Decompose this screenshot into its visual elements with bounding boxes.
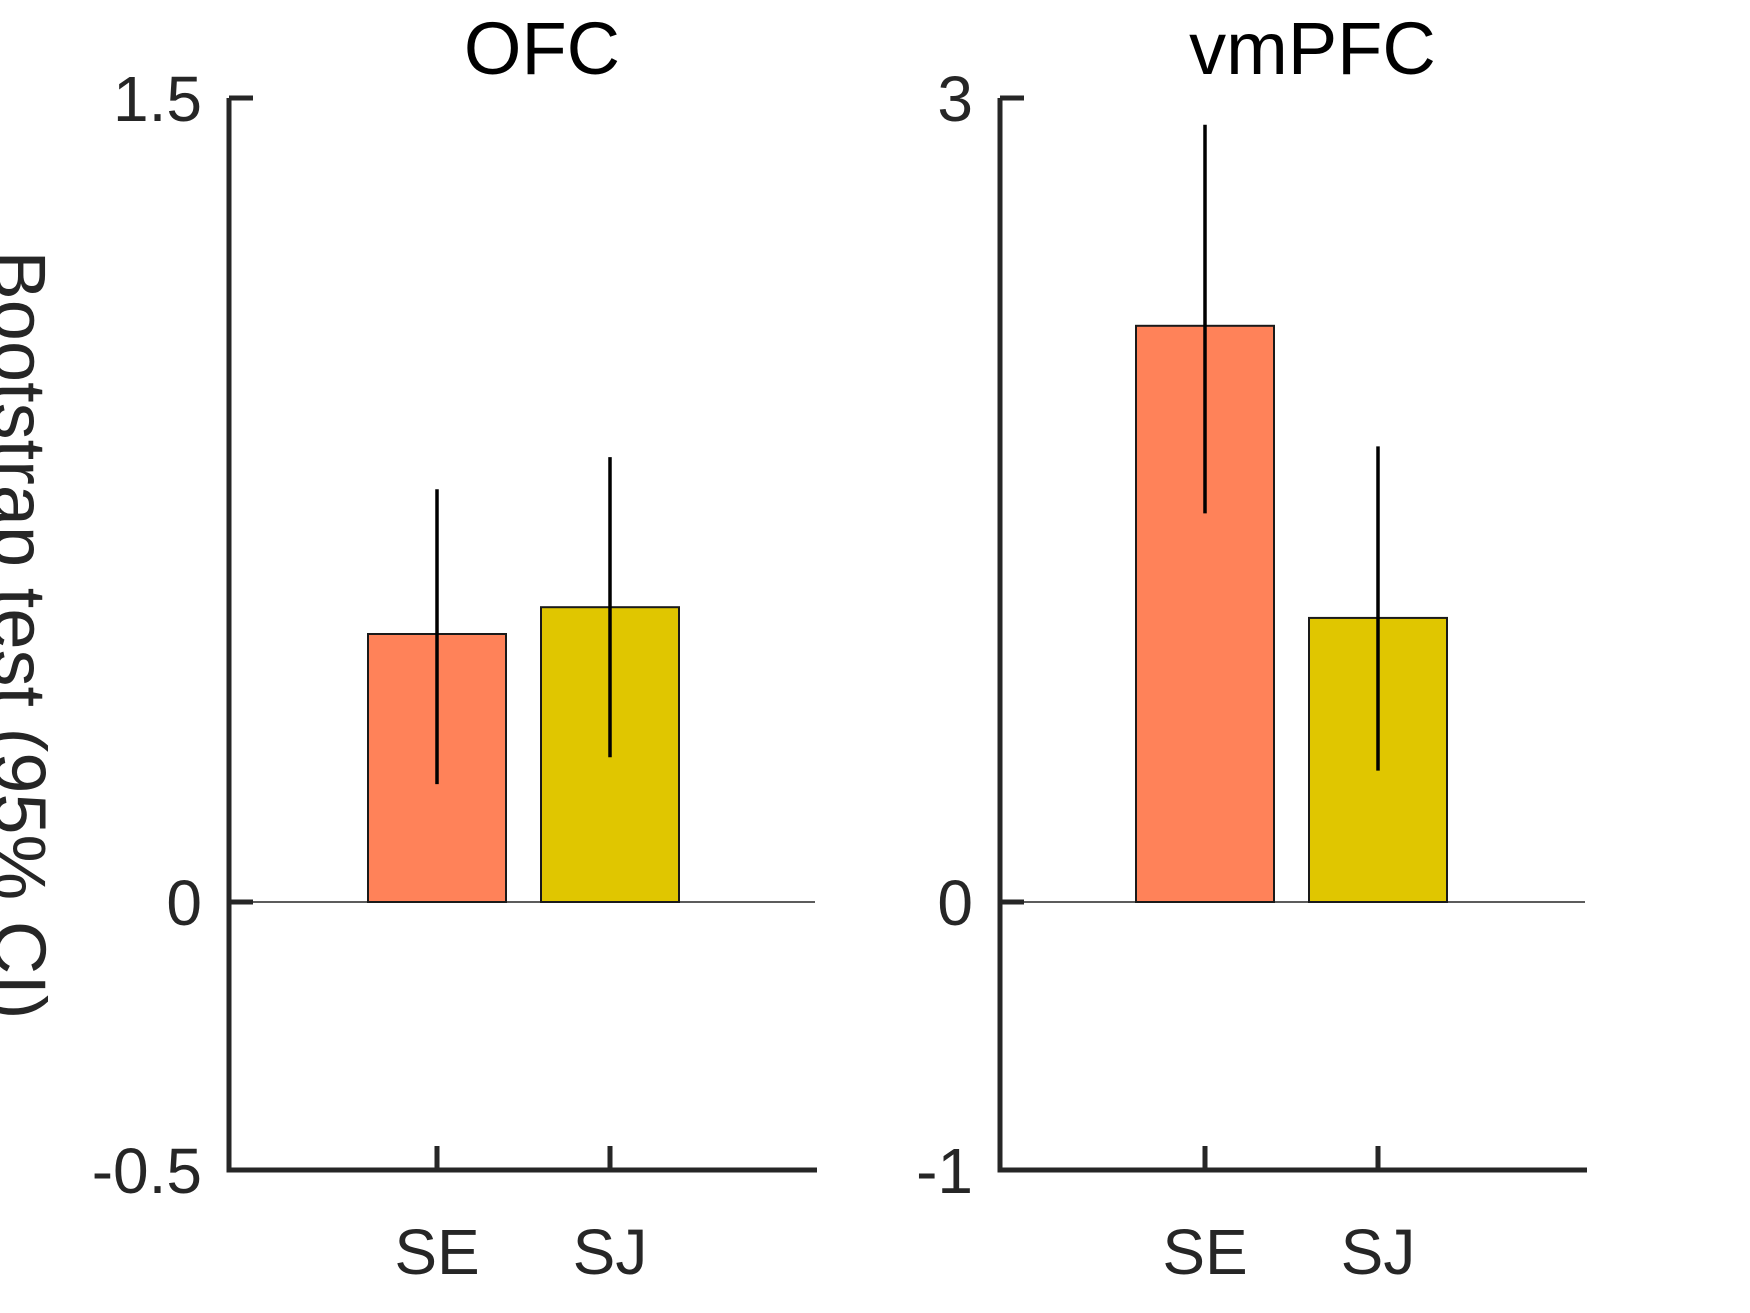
chart-panel-vmpfc: vmPFC -1 0 3 SE SJ	[916, 7, 1587, 1288]
chart-title-vmpfc: vmPFC	[1189, 7, 1436, 90]
chart-panel-ofc: OFC -0.5 0 1.5 SE SJ	[92, 7, 817, 1288]
x-tick-label-vmpfc-se: SE	[1162, 1216, 1247, 1288]
y-tick-label-ofc-0: -0.5	[92, 1135, 202, 1207]
x-tick-label-ofc-sj: SJ	[573, 1216, 648, 1288]
y-tick-label-vmpfc-2: 3	[937, 63, 973, 135]
x-tick-label-vmpfc-sj: SJ	[1341, 1216, 1416, 1288]
y-axis-label: Bootstrap test (95% CI)	[0, 250, 61, 1019]
y-tick-label-vmpfc-0: -1	[916, 1135, 973, 1207]
y-tick-label-vmpfc-1: 0	[937, 867, 973, 939]
x-tick-label-ofc-se: SE	[394, 1216, 479, 1288]
y-tick-label-ofc-1: 0	[166, 867, 202, 939]
y-tick-label-ofc-2: 1.5	[113, 63, 202, 135]
chart-title-ofc: OFC	[464, 7, 620, 90]
